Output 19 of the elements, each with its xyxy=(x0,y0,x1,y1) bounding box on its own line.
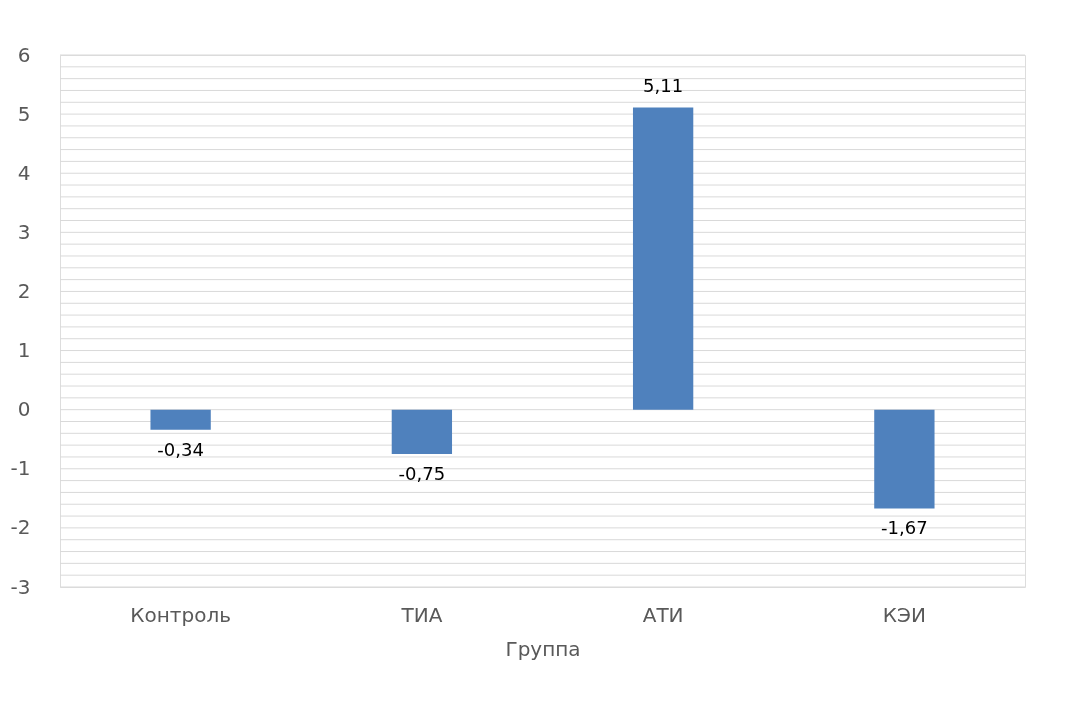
y-tick-label: -3 xyxy=(10,574,31,599)
y-tick-label: -2 xyxy=(10,515,31,540)
data-label: -1,67 xyxy=(881,517,928,539)
x-tick-label: Контроль xyxy=(130,602,231,627)
y-tick-label: 2 xyxy=(17,278,31,303)
x-axis-title: Группа xyxy=(505,636,581,661)
data-label: 5,11 xyxy=(643,74,684,96)
y-tick-label: 4 xyxy=(17,160,31,185)
x-tick-label: КЭИ xyxy=(882,602,926,627)
x-tick-label: ТИА xyxy=(400,602,443,627)
y-tick-label: -1 xyxy=(10,456,31,481)
data-label: -0,34 xyxy=(157,438,204,460)
y-tick-label: 5 xyxy=(17,101,31,126)
y-tick-label: 6 xyxy=(17,42,31,67)
y-tick-label: 1 xyxy=(17,338,31,363)
y-tick-label: 0 xyxy=(17,397,31,422)
x-tick-label: АТИ xyxy=(642,602,684,627)
y-tick-label: 3 xyxy=(17,219,31,244)
data-label: -0,75 xyxy=(398,463,446,484)
